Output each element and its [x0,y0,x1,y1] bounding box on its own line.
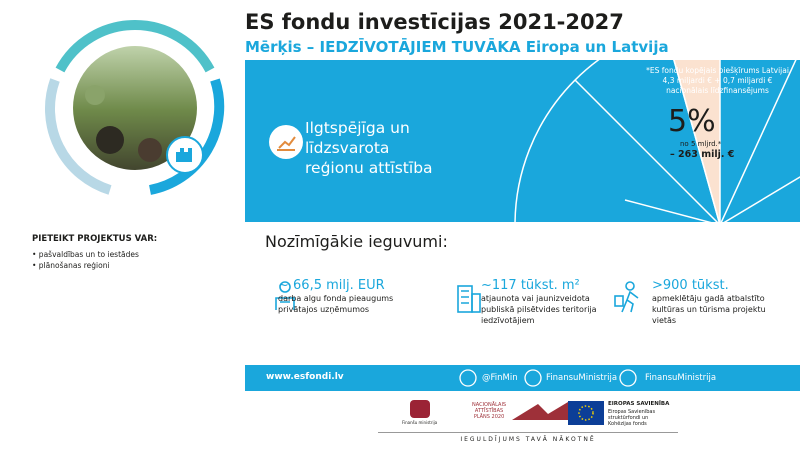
benefit-text: apmeklētāju gadā atbalstīto kultūras un t… [652,293,766,326]
benefit-line: privātajos uzņēmumos [278,305,370,314]
note-line: *ES fondu kopējais piešķīrums Latvijai [646,66,789,75]
benefit: ~ 66,5 milj. EUR darba algu fonda pieaug… [278,278,393,315]
social-link[interactable]: @FinMin [482,373,518,383]
benefit: >900 tūkst. apmeklētāju gadā atbalstīto k… [652,278,766,326]
note-line: 4,3 miljardi € + 0,7 miljardi € [662,76,773,85]
benefit-line: apmeklētāju gadā atbalstīto [652,294,765,303]
slogan: IEGULDĪJUMS TAVĀ NĀKOTNĒ [460,436,596,443]
slogan-rule [378,432,678,433]
amount: – 263 milj. € [670,149,735,160]
social-icons [459,369,637,387]
topic-line: līdzsvarota [305,139,390,157]
benefit-line: darba algu fonda pieaugums [278,294,394,303]
benefit-line: vietās [652,316,677,325]
logo-graphics [410,400,604,425]
share: 5% [668,104,716,139]
nap-line: ATTĪSTĪBAS [474,408,504,414]
eu-line: Eiropas Savienības [608,409,656,415]
benefit-line: publiskā pilsētvides teritorija [481,305,597,314]
benefit-text: atjaunota vai jaunizveidota publiskā pils… [481,293,597,326]
benefit-value: >900 tūkst. [652,278,729,293]
benefit-value: ~117 tūkst. m² [481,278,580,293]
apply-list: • pašvaldības un to iestādes • plānošana… [32,249,139,271]
benefit: ~117 tūkst. m² atjaunota vai jaunizveido… [481,278,597,326]
note-line: nacionālais līdzfinansējums [666,86,769,95]
benefit-line: iedzīvotājiem [481,316,535,325]
logo-nap: NACIONĀLAIS ATTĪSTĪBAS PLĀNS 2020 [472,402,506,420]
social-link[interactable]: FinansuMinistrija [645,373,717,383]
logo-eu-title: EIROPAS SAVIENĪBA [608,401,670,407]
title: ES fondu investīcijas 2021-2027 [245,10,624,34]
nap-line: NACIONĀLAIS [472,402,507,408]
footer-bar [245,365,800,391]
banner [245,60,800,222]
note: *ES fondu kopējais piešķīrums Latvijai 4… [640,66,795,96]
social-link[interactable]: FinansuMinistrija [546,373,618,383]
benefit-line: kultūras un tūrisma projektu [652,305,766,314]
topic: Ilgtspējīga un līdzsvarota reģionu attīs… [305,118,433,178]
subtitle: Mērķis – IEDZĪVOTĀJIEM TUVĀKA Eiropa un … [245,38,669,56]
apply-item: • plānošanas reģioni [32,261,110,270]
logo-eu: Eiropas Savienības struktūrfondi un Kohēzi… [608,409,655,427]
topic-line: Ilgtspējīga un [305,119,410,137]
photo-graphic [44,20,225,195]
apply-title: PIETEIKT PROJEKTUS VAR: [32,234,158,244]
apply-item: • pašvaldības un to iestādes [32,250,139,259]
benefit-text: darba algu fonda pieaugums privātajos uzņ… [278,293,393,315]
topic-line: reģionu attīstība [305,159,433,177]
website[interactable]: www.esfondi.lv [266,372,344,382]
benefit-line: atjaunota vai jaunizveidota [481,294,590,303]
eu-line: Kohēzijas fonds [608,421,647,427]
share-note: no 5 mljrd.* [680,140,722,148]
benefit-value: ~ 66,5 milj. EUR [278,278,385,293]
benefit-icons [275,281,639,313]
eu-line: struktūrfondi un [608,415,649,421]
benefits-title: Nozīmīgākie ieguvumi: [265,232,448,251]
logo-ministry: Finanšu ministrija [402,420,438,425]
nap-line: PLĀNS 2020 [473,414,505,420]
